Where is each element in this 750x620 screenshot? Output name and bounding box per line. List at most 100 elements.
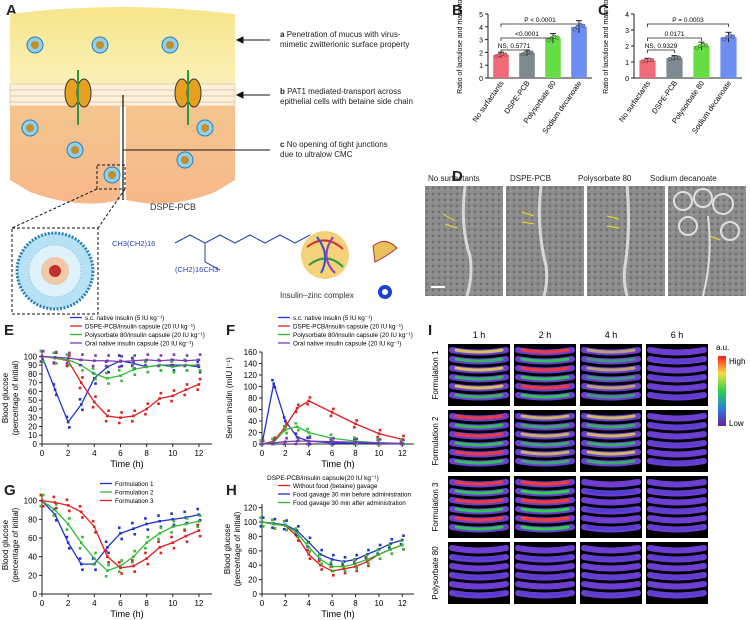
x-axis-label: Time (h) [110, 459, 143, 469]
data-point [144, 412, 147, 416]
data-point [119, 566, 122, 570]
y-tick-label: 120 [244, 504, 258, 513]
intestine-loop [647, 374, 707, 383]
micelle-particles [21, 36, 214, 184]
data-point [197, 529, 201, 532]
microscopy-image-2 [506, 186, 584, 296]
intestine-loop [449, 590, 509, 599]
x-tick-label: 0 [40, 449, 45, 458]
data-point [132, 414, 135, 418]
color-scale-bar [718, 356, 726, 426]
y-tick-label: 90 [28, 361, 37, 370]
intestine-signal [520, 564, 570, 570]
intestine-loop [581, 554, 641, 563]
intestine-signal [520, 555, 570, 561]
category-label: DSPE-PCB [650, 79, 679, 116]
intestine-signal [652, 555, 702, 561]
x-tick-label: 4 [307, 449, 312, 458]
data-point [68, 546, 71, 550]
intestine-signal [454, 525, 504, 531]
formula-left: CH3(CH2)16 [112, 239, 155, 248]
data-point [342, 567, 346, 571]
data-point [54, 503, 58, 506]
x-tick-label: 8 [353, 599, 358, 608]
intestine-signal [586, 582, 636, 588]
legend-label: Formulation 3 [115, 498, 154, 505]
data-point [296, 539, 300, 543]
intestine-signal [586, 525, 636, 531]
data-point [107, 382, 110, 385]
bar [639, 60, 656, 78]
data-point [117, 354, 121, 357]
data-point [355, 553, 359, 557]
intestine-loop [515, 572, 575, 581]
data-point [197, 365, 201, 369]
data-point [53, 355, 57, 359]
data-point [65, 415, 69, 419]
data-point [329, 414, 333, 418]
data-point [260, 442, 264, 446]
data-point [79, 510, 83, 514]
data-point [355, 437, 359, 441]
data-point [196, 523, 200, 527]
data-point [273, 527, 277, 530]
data-point [170, 535, 173, 539]
x-tick-label: 4 [307, 599, 312, 608]
data-point [353, 561, 356, 564]
microscopy-image-3 [587, 186, 665, 296]
data-point [146, 562, 150, 566]
data-point [295, 529, 299, 532]
y-tick-label: 50 [28, 396, 37, 405]
data-point [94, 377, 97, 381]
intestine-signal [586, 384, 636, 390]
data-point [185, 517, 189, 520]
data-point [146, 535, 150, 539]
x-tick-label: 2 [283, 599, 288, 608]
data-point [39, 349, 43, 353]
data-point [355, 566, 359, 570]
data-point [133, 532, 137, 536]
data-point [132, 564, 135, 568]
data-point [170, 363, 173, 367]
data-point [378, 428, 382, 432]
intestine-signal [454, 489, 504, 495]
data-point [271, 526, 274, 530]
data-point [183, 393, 186, 397]
data-point [94, 382, 97, 385]
data-point [320, 568, 323, 571]
y-tick-label: 80 [248, 394, 257, 403]
x-tick-label: 6 [118, 599, 123, 608]
intestine-signal [454, 384, 504, 390]
intestine-signal [652, 423, 702, 429]
data-point [261, 525, 265, 528]
y-tick-label: 0 [33, 440, 38, 449]
intestine-signal [520, 546, 570, 552]
intestine-signal [520, 384, 570, 390]
formula-bottom: (CH2)16CH3 [175, 265, 218, 274]
data-point [272, 382, 275, 385]
data-point [354, 565, 357, 568]
data-point [68, 354, 71, 357]
intestine-signal [520, 582, 570, 588]
data-point [132, 555, 135, 558]
legend-label: Formulation 1 [115, 481, 154, 488]
x-tick-label: 2 [66, 449, 71, 458]
data-point [295, 531, 299, 535]
data-point [388, 546, 391, 550]
data-point [68, 426, 71, 429]
data-point [294, 422, 298, 425]
data-point [117, 421, 121, 425]
intestine-signal [454, 432, 504, 438]
intestine-loop [647, 422, 707, 431]
intestine-loop [647, 383, 707, 392]
data-point [172, 519, 176, 523]
y-tick-label: 0 [33, 590, 38, 599]
data-point [79, 358, 83, 362]
data-point [332, 573, 335, 577]
data-point [81, 516, 84, 519]
x-tick-label: 0 [260, 599, 265, 608]
data-point [104, 574, 108, 578]
data-point [52, 514, 56, 517]
y-tick-label: 70 [28, 379, 37, 388]
data-point [157, 514, 160, 517]
